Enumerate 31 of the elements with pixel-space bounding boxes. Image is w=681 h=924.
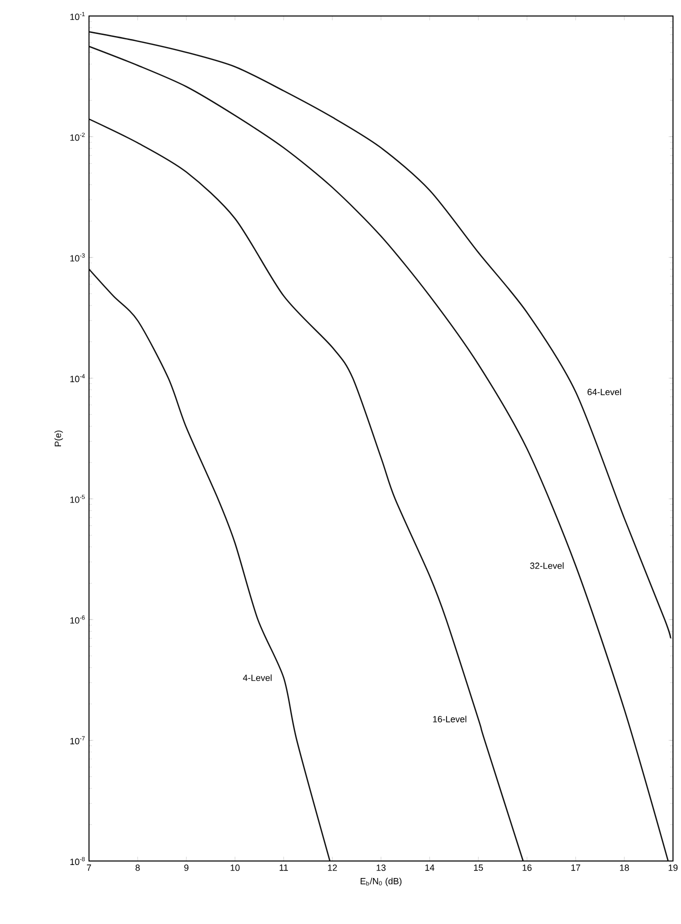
- x-axis-title: E$_{b}$/N$_{0}$ (dB): [360, 878, 402, 886]
- y-tick-label: 10$^{-2}$: [70, 132, 85, 141]
- x-tick-label: 17: [571, 864, 580, 871]
- line-series: [88, 31, 672, 639]
- x-tick-label: 14: [425, 864, 434, 871]
- line-series: [88, 118, 524, 862]
- x-tick-label: 19: [668, 864, 678, 871]
- series-label: 4-Level: [242, 674, 272, 682]
- x-tick-label: 13: [376, 864, 386, 871]
- x-tick-label: 7: [86, 864, 91, 871]
- x-tick-label: 16: [522, 864, 532, 871]
- series-label: 32-Level: [530, 562, 564, 569]
- series-label: 64-Level: [587, 388, 621, 396]
- y-axis-title: P(e): [54, 430, 63, 446]
- y-tick-label: 10$^{-1}$: [70, 12, 85, 20]
- x-tick-label: 9: [184, 864, 188, 871]
- line-series: [88, 46, 669, 862]
- y-tick-label: 10$^{-7}$: [70, 736, 85, 744]
- y-tick-label: 10$^{-5}$: [70, 494, 85, 503]
- x-tick-label: 15: [474, 864, 483, 871]
- y-tick-label: 10$^{-6}$: [70, 616, 85, 624]
- x-tick-label: 12: [328, 864, 337, 871]
- series-label: 16-Level: [432, 716, 466, 722]
- y-tick-label: 10$^{-4}$: [70, 374, 85, 382]
- x-tick-label: 18: [620, 864, 629, 871]
- y-tick-label: 10$^{-8}$: [70, 856, 85, 866]
- x-tick-label: 8: [135, 864, 140, 871]
- y-tick-label: 10$^{-3}$: [70, 253, 85, 262]
- line-series: [88, 268, 330, 862]
- x-tick-label: 11: [280, 864, 288, 871]
- x-tick-label: 10: [230, 864, 240, 871]
